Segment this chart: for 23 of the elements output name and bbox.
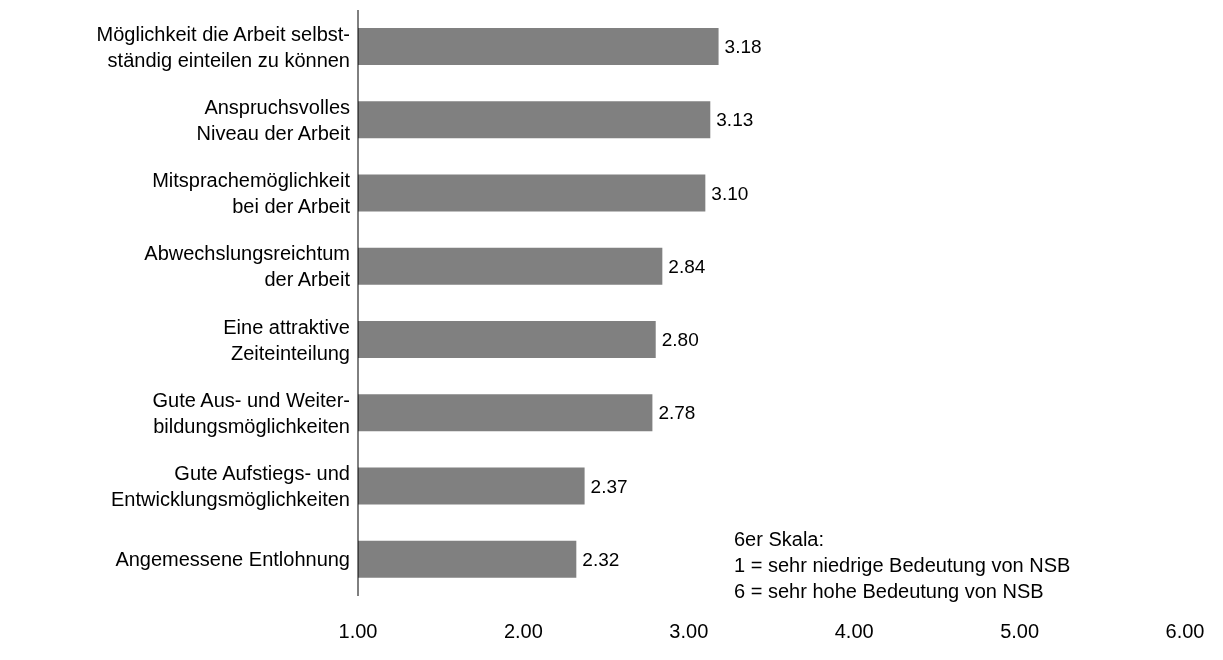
x-tick-label: 1.00: [338, 620, 378, 643]
y-tick-label: Abwechslungsreichtum der Arbeit: [144, 242, 351, 291]
y-tick-label: Eine attraktive Zeiteinteilung: [223, 315, 350, 364]
y-tick-label: Mitsprachemöglichkeit bei der Arbeit: [152, 169, 351, 218]
data-label: 2.84: [668, 255, 706, 277]
y-tick-label: Angemessene Entlohnung: [115, 548, 350, 571]
data-label: 3.10: [711, 182, 749, 204]
x-tick-label: 3.00: [669, 620, 709, 643]
x-tick-label: 5.00: [1000, 620, 1040, 643]
data-label: 2.78: [658, 402, 696, 424]
x-tick-label: 2.00: [503, 620, 543, 643]
y-tick-label: Anspruchsvolles Niveau der Arbeit: [196, 95, 351, 144]
data-label: 3.18: [724, 36, 762, 57]
annotation: 6er Skala: 1 = sehr niedrige Bedeutung von NSB 6 = sehr hohe Bedeutung von NSB: [734, 527, 1071, 604]
x-tick-label: 4.00: [834, 620, 874, 643]
data-label: 2.37: [590, 475, 628, 497]
y-tick-label: Möglichkeit die Arbeit selbst- ständig einteilen zu können: [96, 22, 350, 71]
x-tick-label: 6.00: [1165, 620, 1205, 643]
data-label: 2.32: [582, 548, 620, 570]
y-tick-label: Gute Aufstiegs- und Entwicklungsmöglichkeiten: [110, 462, 350, 511]
data-label: 2.80: [661, 329, 699, 350]
y-tick-label: Gute Aus- und Weiter- bildungsmöglichkeiten: [152, 388, 350, 437]
data-label: 3.13: [716, 109, 754, 131]
